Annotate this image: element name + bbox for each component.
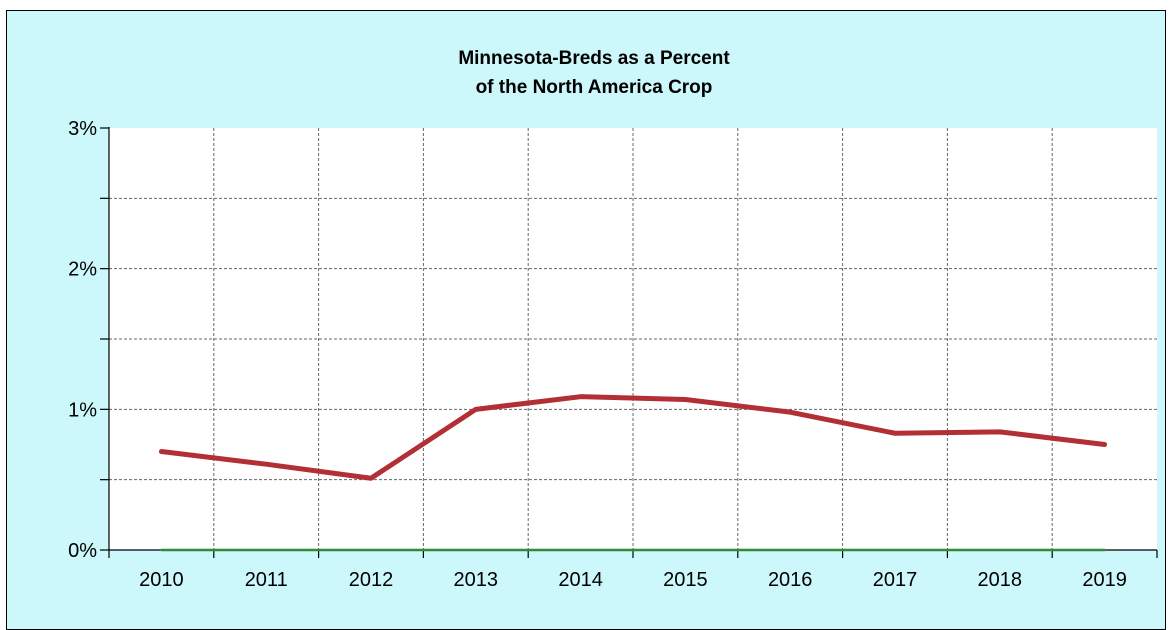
x-tick-label: 2012 xyxy=(349,569,394,591)
x-tick-label: 2013 xyxy=(454,569,499,591)
x-tick-label: 2019 xyxy=(1082,569,1127,591)
y-tick-label: 2% xyxy=(68,259,97,281)
series-lines xyxy=(158,394,1108,552)
x-tick-label: 2011 xyxy=(245,569,288,591)
grid-lines xyxy=(109,128,1157,550)
line-chart: Minnesota-Breds as a Percent of the Nort… xyxy=(68,48,1158,591)
x-tick-label: 2010 xyxy=(139,569,184,591)
chart-title-line-1: Minnesota-Breds as a Percent xyxy=(458,48,730,69)
x-tick-label: 2016 xyxy=(768,569,813,591)
x-tick-label: 2018 xyxy=(978,569,1023,591)
y-tick-label: 0% xyxy=(68,540,97,562)
tick-labels: 0% 1% 2% 3% 2010 2011 2012 2013 2014 2015 2016 2017… xyxy=(68,118,1127,591)
x-tick-label: 2017 xyxy=(873,569,918,591)
series-line xyxy=(158,394,1108,481)
x-tick-label: 2014 xyxy=(558,569,603,591)
y-tick-label: 3% xyxy=(68,118,97,140)
y-tick-label: 1% xyxy=(68,399,97,421)
chart-container: Minnesota-Breds as a Percent of the Nort… xyxy=(6,10,1166,630)
x-tick-label: 2015 xyxy=(663,569,708,591)
chart-title-line-2: of the North America Crop xyxy=(476,77,713,98)
